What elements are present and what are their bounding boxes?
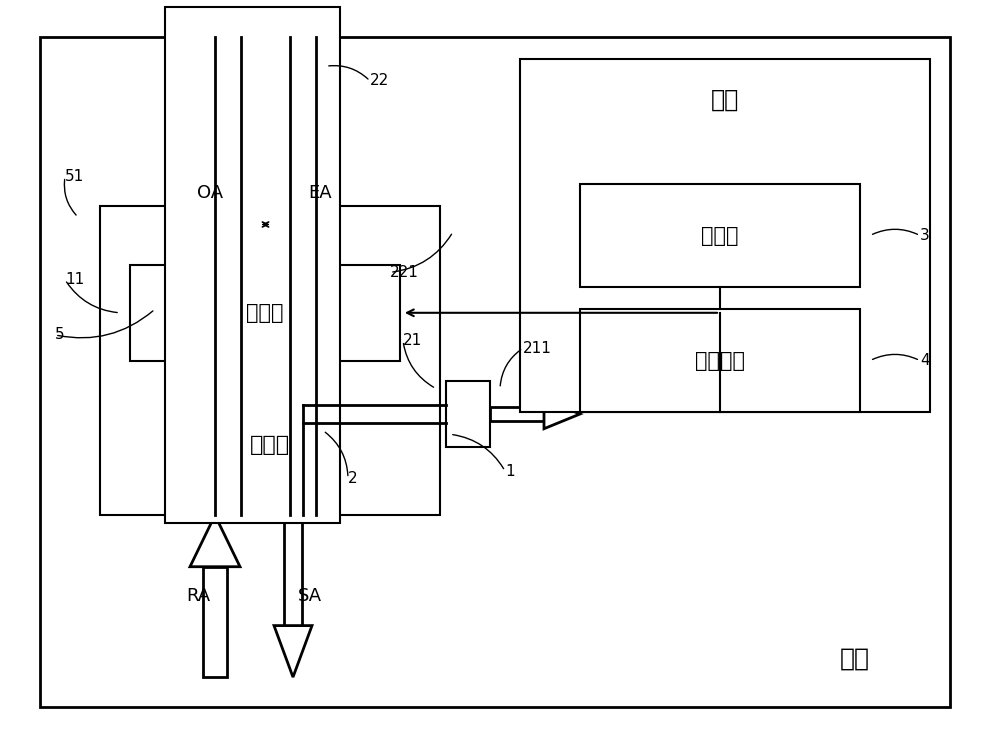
- Polygon shape: [190, 515, 240, 567]
- Text: 控制器: 控制器: [246, 302, 284, 323]
- Bar: [100, 206, 440, 515]
- Bar: [200, 204, 256, 245]
- Text: 厄房: 厄房: [711, 88, 739, 111]
- Text: 221: 221: [390, 265, 419, 280]
- Text: 1: 1: [505, 464, 515, 478]
- Text: 5: 5: [55, 328, 65, 342]
- Text: 22: 22: [370, 74, 389, 88]
- Bar: [275, 204, 331, 245]
- Text: 211: 211: [523, 341, 552, 355]
- Text: 检测装置: 检测装置: [695, 350, 745, 371]
- Polygon shape: [204, 265, 252, 370]
- Polygon shape: [274, 626, 312, 677]
- Text: 油烟机: 油烟机: [701, 225, 739, 246]
- Bar: [290, 50, 316, 88]
- Text: 2: 2: [348, 471, 358, 486]
- Bar: [165, 7, 340, 523]
- Bar: [490, 408, 544, 421]
- Text: 新风机: 新风机: [250, 435, 290, 456]
- Bar: [130, 265, 400, 361]
- Text: 21: 21: [403, 333, 422, 348]
- Polygon shape: [544, 399, 580, 428]
- Text: EA: EA: [308, 185, 332, 202]
- Bar: [446, 381, 490, 447]
- Bar: [580, 184, 860, 287]
- Text: RA: RA: [186, 587, 210, 605]
- Text: 4: 4: [920, 353, 930, 368]
- Text: 3: 3: [920, 228, 930, 243]
- Bar: [580, 309, 860, 412]
- Text: 室内: 室内: [840, 647, 870, 670]
- Text: 11: 11: [65, 272, 84, 287]
- Bar: [215, 370, 241, 515]
- Bar: [284, 515, 302, 626]
- Text: SA: SA: [298, 587, 322, 605]
- Bar: [520, 59, 930, 412]
- Text: 51: 51: [65, 169, 84, 184]
- Text: OA: OA: [197, 185, 223, 202]
- Bar: [203, 567, 227, 677]
- Polygon shape: [279, 22, 327, 50]
